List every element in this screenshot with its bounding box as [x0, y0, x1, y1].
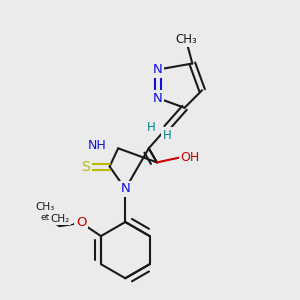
Text: O: O — [76, 216, 86, 229]
Text: H: H — [163, 129, 171, 142]
Text: CH₂: CH₂ — [50, 214, 69, 224]
Text: N: N — [120, 182, 130, 195]
Text: CH₃: CH₃ — [175, 33, 197, 46]
Text: N: N — [153, 92, 163, 105]
Text: ethoxy: ethoxy — [41, 213, 72, 222]
Text: CH₃: CH₃ — [35, 202, 54, 212]
Text: NH: NH — [88, 139, 106, 152]
Text: N: N — [153, 63, 163, 76]
Text: H: H — [147, 121, 156, 134]
Text: S: S — [81, 160, 90, 173]
Text: OH: OH — [180, 151, 199, 164]
